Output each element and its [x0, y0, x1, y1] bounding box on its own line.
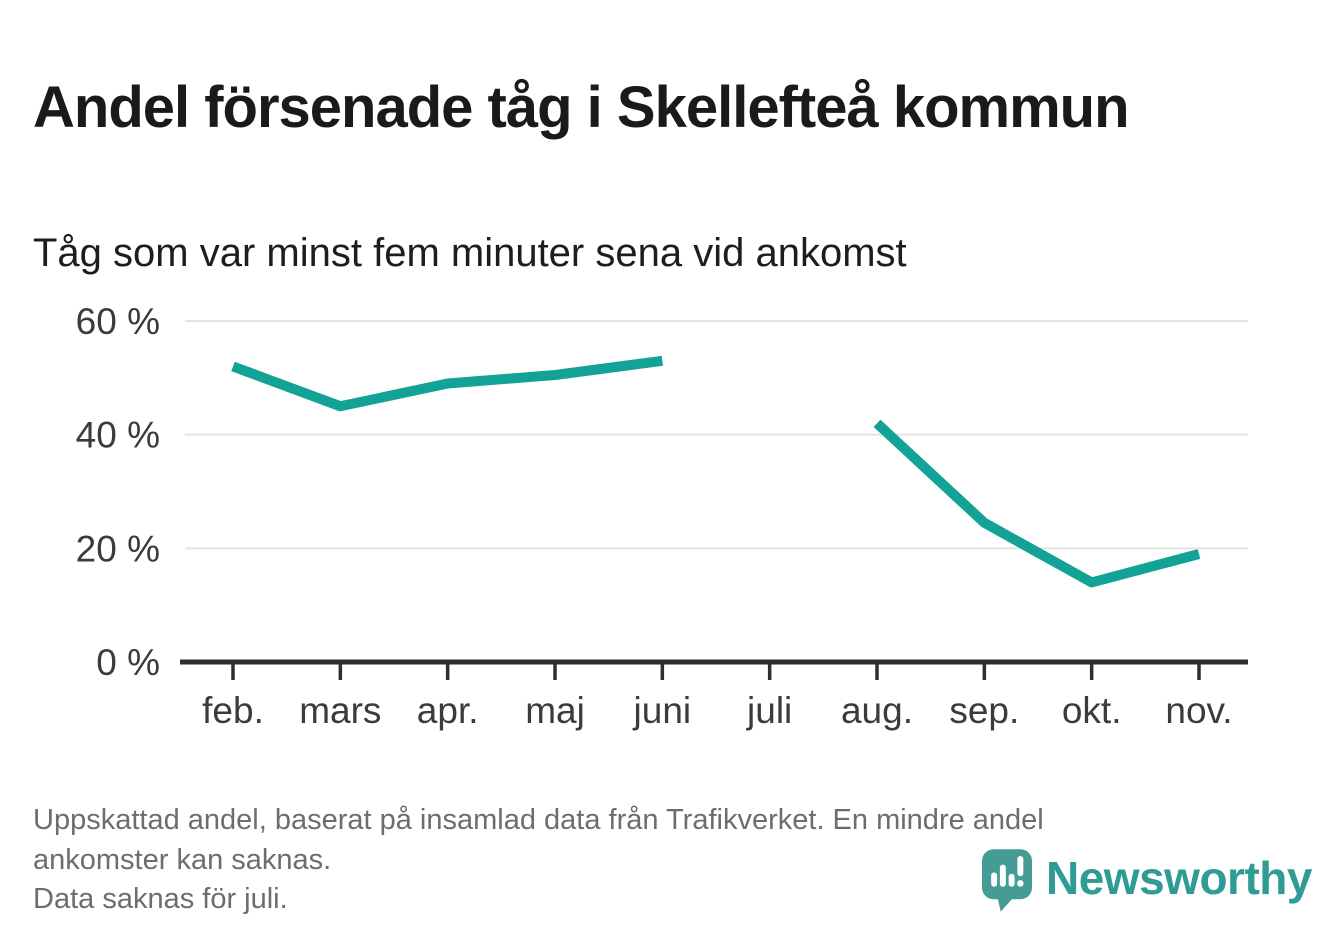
y-axis-label: 0 %	[96, 642, 160, 683]
y-axis-label: 60 %	[76, 301, 160, 342]
x-axis-label: feb.	[202, 690, 264, 731]
data-line-segment	[873, 419, 1201, 588]
chart-title: Andel försenade tåg i Skellefteå kommun	[33, 74, 1130, 140]
newsworthy-logo-icon	[982, 849, 1032, 912]
newsworthy-wordmark: Newsworthy	[1046, 852, 1312, 904]
x-axis-label: aug.	[841, 690, 913, 731]
chart-footnote: Uppskattad andel, baserat på insamlad da…	[33, 801, 1293, 920]
footnote-line: Uppskattad andel, baserat på insamlad da…	[33, 804, 1044, 836]
data-line-segment	[231, 355, 663, 412]
x-axis-label: okt.	[1062, 690, 1122, 731]
footnote-line: Data saknas för juli.	[33, 883, 288, 916]
x-axis-label: juli	[746, 690, 792, 731]
newsworthy-logo: Newsworthy	[982, 849, 1312, 913]
y-axis-label: 20 %	[76, 528, 160, 569]
chart-subtitle: Tåg som var minst fem minuter sena vid a…	[33, 231, 907, 275]
x-axis-label: juni	[633, 690, 692, 731]
footnote-line: ankomster kan saknas.	[33, 843, 332, 876]
x-axis-label: mars	[299, 690, 381, 731]
y-axis-label: 40 %	[76, 415, 160, 456]
x-axis-label: maj	[525, 690, 585, 731]
x-axis-label: apr.	[417, 690, 479, 731]
x-axis-label: nov.	[1165, 690, 1232, 731]
x-axis-label: sep.	[949, 690, 1019, 731]
